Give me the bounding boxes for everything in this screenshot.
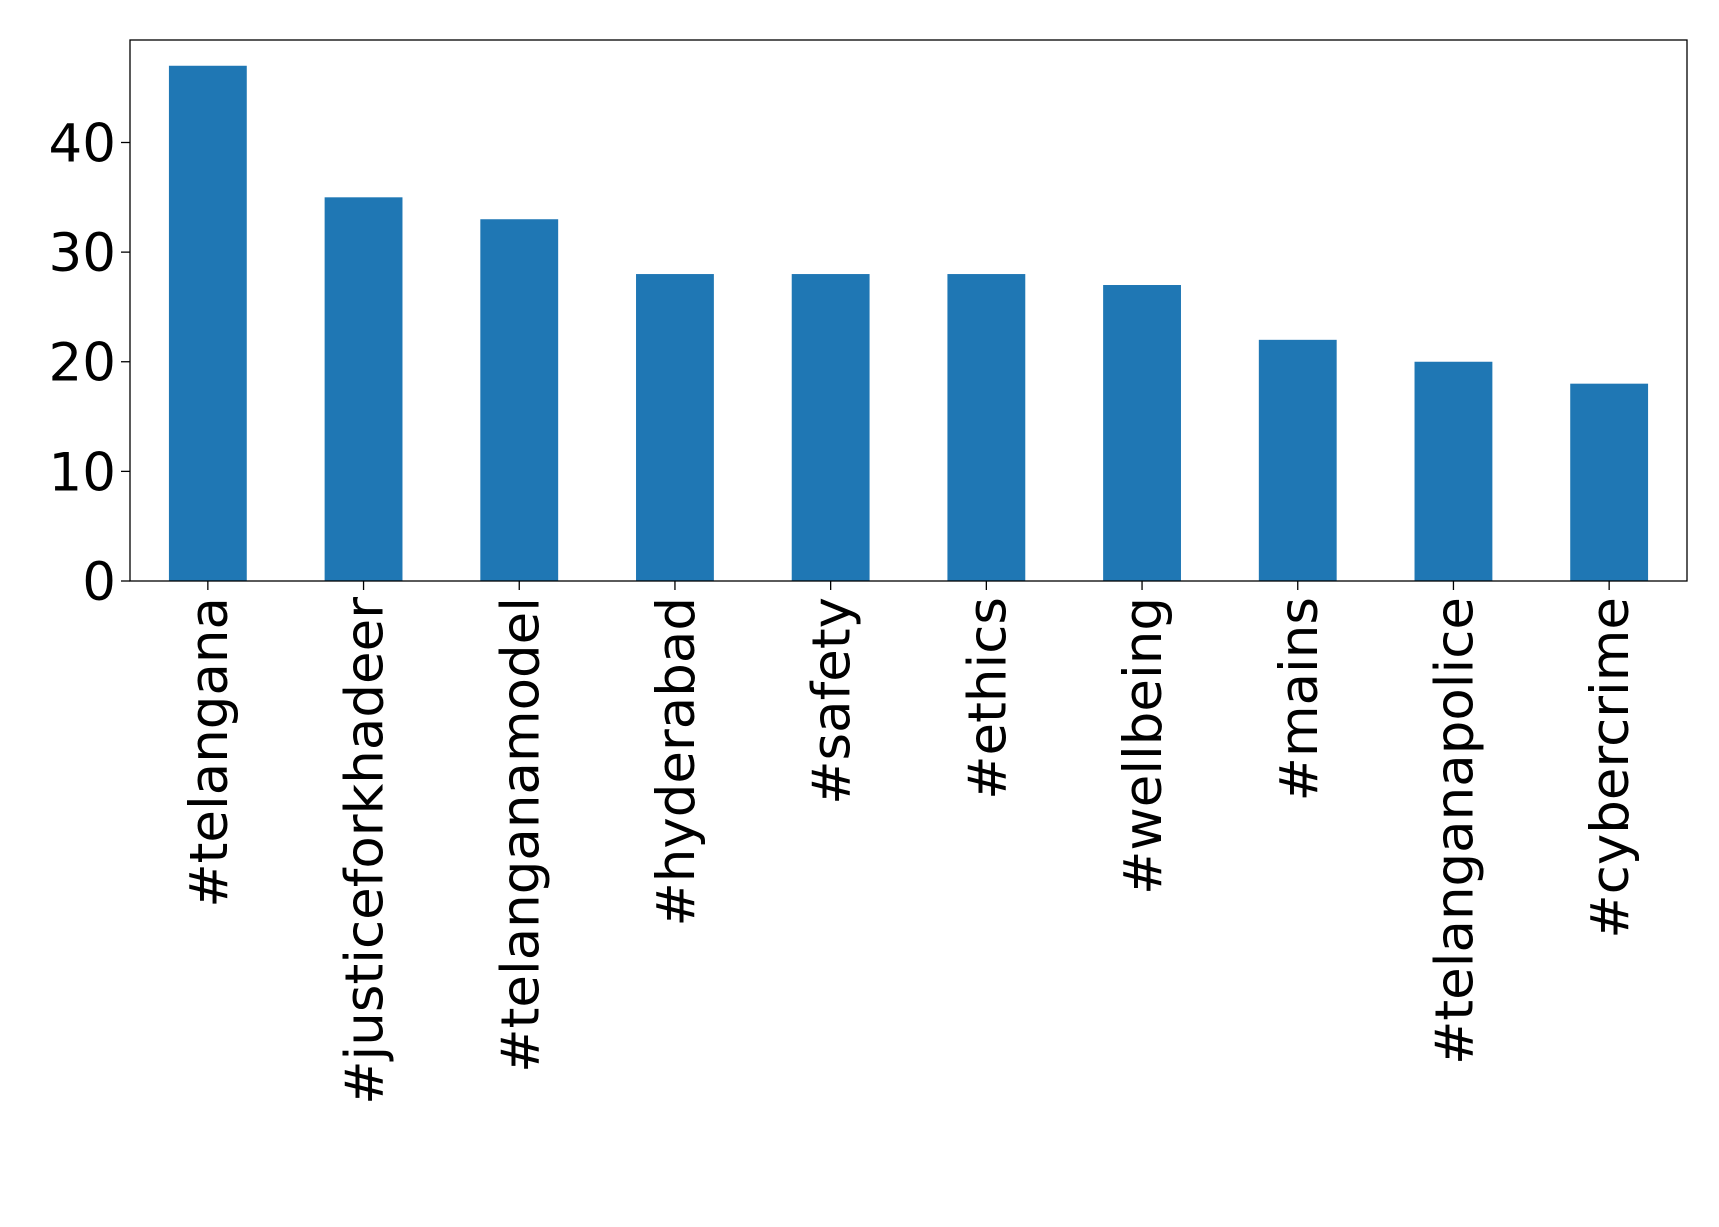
- bar: [947, 274, 1026, 581]
- x-tick-label: #hyderabad: [646, 597, 707, 927]
- y-tick-label: 10: [49, 442, 116, 503]
- x-tick-label: #mains: [1269, 597, 1330, 801]
- x-tick-label: #justiceforkhadeer: [335, 597, 396, 1105]
- bar: [168, 65, 247, 581]
- bar: [324, 197, 403, 581]
- bar: [791, 274, 870, 581]
- x-tick-label: #safety: [802, 597, 863, 805]
- x-tick-label: #telanganapolice: [1424, 597, 1485, 1065]
- plot-frame: [129, 39, 1688, 582]
- bar: [1414, 361, 1493, 581]
- y-tick-label: 0: [82, 552, 116, 613]
- bar: [636, 274, 714, 581]
- bar: [480, 219, 559, 582]
- x-tick-label: #cybercrime: [1580, 597, 1641, 939]
- x-tick-label: #telangana: [179, 597, 240, 908]
- x-tick-label: #wellbeing: [1113, 597, 1174, 895]
- bar: [1258, 339, 1337, 581]
- y-tick-label: 40: [49, 113, 116, 174]
- bar: [1103, 285, 1181, 581]
- y-tick-label: 30: [49, 223, 116, 284]
- x-tick-label: #telanganamodel: [490, 597, 551, 1073]
- y-tick-label: 20: [49, 333, 116, 394]
- x-tick-label: #ethics: [957, 597, 1018, 800]
- bar: [1570, 383, 1649, 581]
